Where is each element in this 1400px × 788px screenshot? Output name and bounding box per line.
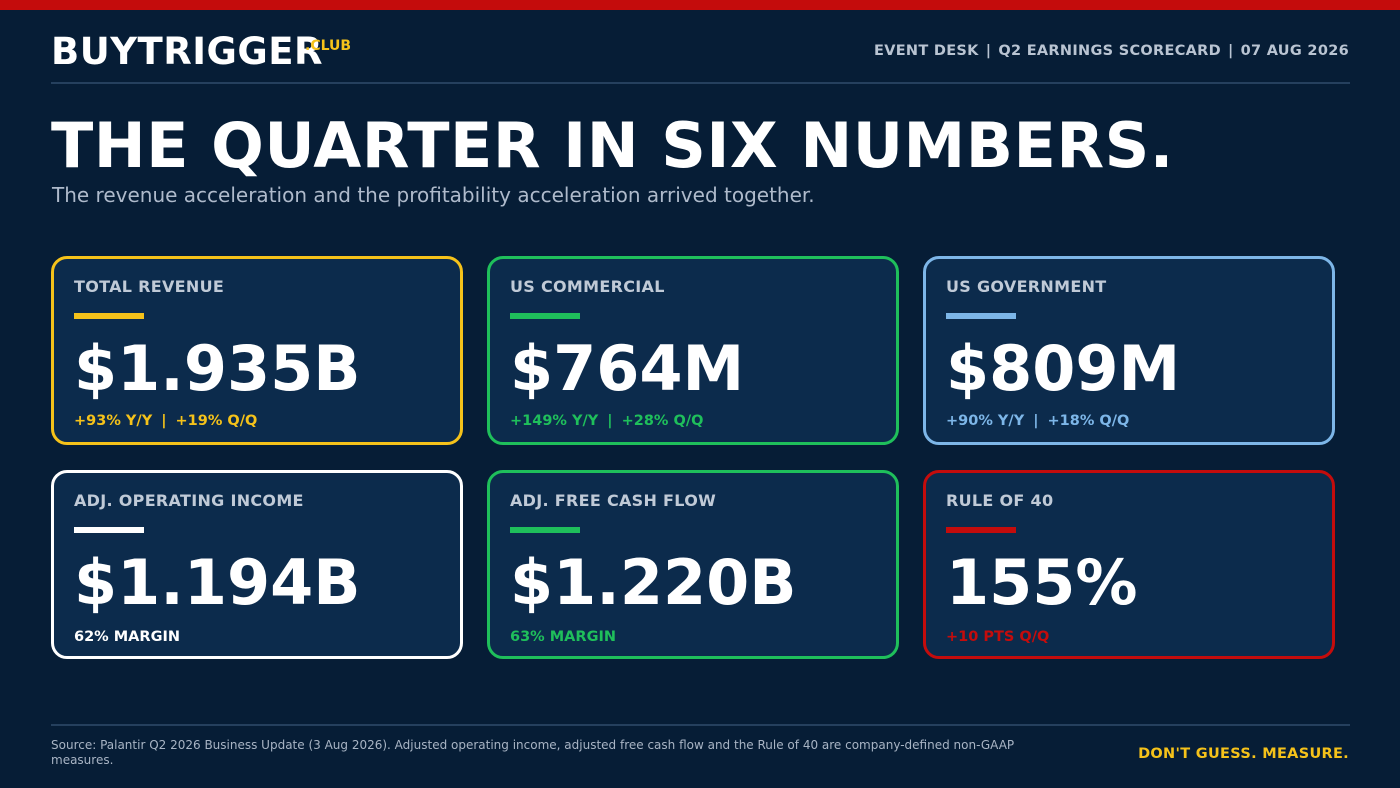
metric-card-rule-of-40: RULE OF 40 155% +10 PTS Q/Q [923, 470, 1335, 659]
top-accent-bar [0, 0, 1400, 10]
metric-separator: | [161, 413, 167, 429]
metric-yoy: +149% Y/Y [510, 413, 599, 429]
metric-value: 155% [946, 546, 1138, 619]
metric-label: TOTAL REVENUE [74, 277, 225, 296]
metric-yoy: +90% Y/Y [946, 413, 1025, 429]
header-separator: | [1228, 43, 1234, 59]
metric-card-total-revenue: TOTAL REVENUE $1.935B +93% Y/Y | +19% Q/Q [51, 256, 463, 445]
brand-logo: BUYTRIGGER [51, 30, 324, 73]
metric-card-us-government: US GOVERNMENT $809M +90% Y/Y | +18% Q/Q [923, 256, 1335, 445]
header-date: 07 AUG 2026 [1240, 43, 1349, 59]
metric-label: ADJ. FREE CASH FLOW [510, 491, 717, 510]
page-subtitle: The revenue acceleration and the profita… [52, 183, 815, 207]
metric-label: RULE OF 40 [946, 491, 1054, 510]
metric-subtext: 63% MARGIN [510, 629, 616, 645]
metric-accent-bar [74, 313, 144, 319]
footer-tagline: DON'T GUESS. MEASURE. [1138, 746, 1349, 762]
metric-accent-bar [510, 527, 580, 533]
metric-card-adj-operating-income: ADJ. OPERATING INCOME $1.194B 62% MARGIN [51, 470, 463, 659]
footer-divider [51, 724, 1350, 726]
page-title: THE QUARTER IN SIX NUMBERS. [51, 109, 1174, 182]
metric-yoy: +93% Y/Y [74, 413, 153, 429]
header-desk: EVENT DESK [873, 43, 979, 59]
metric-accent-bar [946, 527, 1016, 533]
metric-separator: | [607, 413, 613, 429]
metric-margin: 62% MARGIN [74, 629, 181, 645]
metric-value: $764M [510, 332, 745, 405]
metric-subtext: +90% Y/Y | +18% Q/Q [946, 413, 1129, 429]
metric-accent-bar [946, 313, 1016, 319]
header-separator: | [985, 43, 992, 59]
metric-subtext: +93% Y/Y | +19% Q/Q [74, 413, 257, 429]
metric-card-adj-free-cash-flow: ADJ. FREE CASH FLOW $1.220B 63% MARGIN [487, 470, 899, 659]
metric-value: $809M [946, 332, 1181, 405]
metric-separator: | [1033, 413, 1039, 429]
metric-label: ADJ. OPERATING INCOME [74, 491, 304, 510]
metric-qoq: +18% Q/Q [1047, 413, 1130, 429]
metric-label: US COMMERCIAL [510, 277, 665, 296]
metric-accent-bar [74, 527, 144, 533]
metric-subtext: 62% MARGIN [74, 629, 180, 645]
metric-subtext: +149% Y/Y | +28% Q/Q [510, 413, 703, 429]
header-meta: EVENT DESK | Q2 EARNINGS SCORECARD | 07 AUG … [874, 43, 1349, 59]
brand-suffix: .CLUB [305, 38, 352, 54]
metric-value: $1.935B [74, 332, 361, 405]
header-report: Q2 EARNINGS SCORECARD [998, 43, 1221, 59]
metric-value: $1.194B [74, 546, 361, 619]
metric-margin: 63% MARGIN [510, 629, 617, 645]
metric-subtext: +10 PTS Q/Q [946, 629, 1049, 645]
metric-label: US GOVERNMENT [946, 277, 1107, 296]
metric-qoq: +19% Q/Q [175, 413, 258, 429]
metric-accent-bar [510, 313, 580, 319]
metric-card-us-commercial: US COMMERCIAL $764M +149% Y/Y | +28% Q/Q [487, 256, 899, 445]
metric-change: +10 PTS Q/Q [946, 629, 1050, 645]
metric-value: $1.220B [510, 546, 797, 619]
header-divider [51, 82, 1350, 84]
metric-qoq: +28% Q/Q [621, 413, 704, 429]
source-footnote: Source: Palantir Q2 2026 Business Update… [51, 738, 1015, 767]
